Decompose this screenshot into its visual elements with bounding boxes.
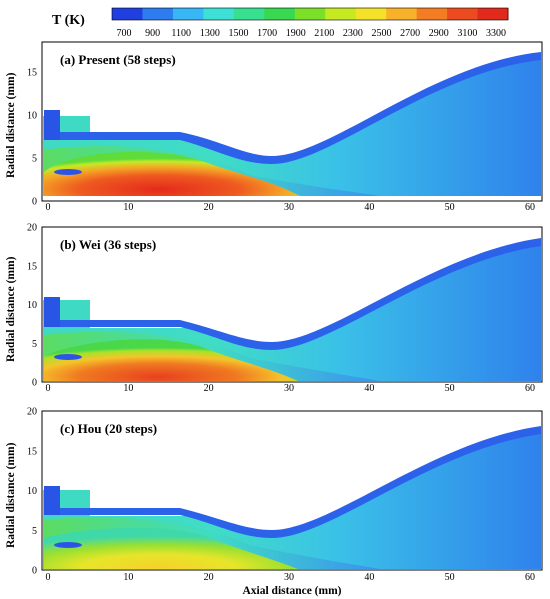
colorbar-tick-label: 2100 — [314, 28, 334, 39]
x-tick-label: 50 — [445, 572, 455, 583]
x-tick-label: 60 — [525, 572, 535, 583]
x-tick-label: 10 — [123, 572, 133, 583]
y-tick-label: 10 — [27, 111, 37, 122]
panel-c-label: (c) Hou (20 steps) — [60, 421, 157, 436]
x-tick-label: 50 — [445, 383, 455, 394]
x-tick-label: 0 — [46, 383, 51, 394]
panel-b-contour — [43, 228, 541, 381]
panel-a-y-ticks: 0 5 10 15 — [27, 68, 37, 208]
colorbar-swatch — [447, 8, 479, 20]
panel-c-x-ticks: 0 10 20 30 40 50 60 — [46, 572, 536, 583]
panel-b-y-ticks: 0 5 10 15 20 — [27, 223, 37, 389]
colorbar-swatch — [203, 8, 235, 20]
y-tick-label: 5 — [32, 526, 37, 537]
colorbar-swatch — [477, 8, 509, 20]
colorbar-swatch — [233, 8, 265, 20]
panel-b-ylabel: Radial distance (mm) — [5, 256, 17, 362]
y-tick-label: 5 — [32, 339, 37, 350]
y-tick-label: 15 — [27, 261, 37, 272]
colorbar-tick-label: 700 — [117, 28, 132, 39]
y-tick-label: 0 — [32, 378, 37, 389]
x-tick-label: 0 — [46, 202, 51, 213]
colorbar-tick-label: 1300 — [200, 28, 220, 39]
colorbar-tick-label: 2900 — [429, 28, 449, 39]
colorbar-swatch — [325, 8, 357, 20]
panel-b-frame — [41, 226, 543, 383]
y-tick-label: 5 — [32, 154, 37, 165]
panel-a-x-ticks: 0 10 20 30 40 50 60 — [46, 202, 536, 213]
colorbar-tick-labels: 700 900 1100 1300 1500 1700 1900 2100 2300 2500 27… — [117, 28, 507, 39]
x-tick-label: 20 — [204, 383, 214, 394]
panel-c-frame — [41, 410, 543, 571]
x-tick-label: 60 — [525, 202, 535, 213]
x-tick-label: 30 — [284, 383, 294, 394]
colorbar-swatch — [142, 8, 174, 20]
x-tick-label: 10 — [123, 383, 133, 394]
colorbar-tick-label: 3100 — [457, 28, 477, 39]
x-tick-label: 30 — [284, 572, 294, 583]
panel-a-label: (a) Present (58 steps) — [60, 52, 176, 67]
panel-a-ylabel: Radial distance (mm) — [5, 72, 17, 178]
y-tick-label: 15 — [27, 446, 37, 457]
x-tick-label: 60 — [525, 383, 535, 394]
y-tick-label: 15 — [27, 68, 37, 79]
colorbar-tick-label: 2500 — [372, 28, 392, 39]
y-tick-label: 0 — [32, 197, 37, 208]
panel-b-x-ticks: 0 10 20 30 40 50 60 — [46, 383, 536, 394]
panel-a-frame — [41, 41, 543, 202]
colorbar-tick-label: 1900 — [286, 28, 306, 39]
colorbar-tick-label: 1100 — [171, 28, 191, 39]
y-tick-label: 10 — [27, 300, 37, 311]
colorbar-tick-label: 2700 — [400, 28, 420, 39]
colorbar-title: T (K) — [52, 13, 85, 28]
colorbar-border — [111, 7, 509, 21]
colorbar-swatch — [294, 8, 326, 20]
colorbar-swatch — [355, 8, 387, 20]
colorbar-swatch — [386, 8, 418, 20]
x-tick-label: 30 — [284, 202, 294, 213]
panel-c-ylabel: Radial distance (mm) — [5, 442, 17, 548]
colorbar-swatch — [416, 8, 448, 20]
panel-c-contour — [43, 412, 541, 569]
x-tick-label: 10 — [123, 202, 133, 213]
x-tick-label: 50 — [445, 202, 455, 213]
colorbar-swatch — [172, 8, 204, 20]
x-tick-label: 40 — [364, 383, 374, 394]
y-tick-label: 10 — [27, 486, 37, 497]
panel-b: (b) Wei (36 steps) Radial distance (mm) … — [5, 223, 543, 394]
x-axis-label: Axial distance (mm) — [242, 585, 341, 597]
colorbar-tick-label: 2300 — [343, 28, 363, 39]
y-tick-label: 20 — [27, 407, 37, 418]
panel-b-label: (b) Wei (36 steps) — [60, 237, 156, 252]
colorbar-swatches — [111, 7, 509, 21]
x-tick-label: 40 — [364, 572, 374, 583]
x-tick-label: 0 — [46, 572, 51, 583]
colorbar: T (K) 700 900 1100 1300 1500 1700 1900 2100 2300… — [52, 7, 509, 39]
x-tick-label: 40 — [364, 202, 374, 213]
x-tick-label: 20 — [204, 202, 214, 213]
panel-a-contour — [43, 43, 541, 200]
panel-c-y-ticks: 0 5 10 15 20 — [27, 407, 37, 577]
y-tick-label: 0 — [32, 566, 37, 577]
colorbar-tick-label: 900 — [145, 28, 160, 39]
x-tick-label: 20 — [204, 572, 214, 583]
y-tick-label: 20 — [27, 223, 37, 234]
panel-c: (c) Hou (20 steps) Radial distance (mm) … — [5, 407, 543, 583]
colorbar-tick-label: 1500 — [228, 28, 248, 39]
colorbar-tick-label: 3300 — [486, 28, 506, 39]
panel-a: (a) Present (58 steps) Radial distance (… — [5, 41, 543, 213]
colorbar-swatch — [112, 8, 143, 20]
colorbar-tick-label: 1700 — [257, 28, 277, 39]
colorbar-swatch — [264, 8, 296, 20]
